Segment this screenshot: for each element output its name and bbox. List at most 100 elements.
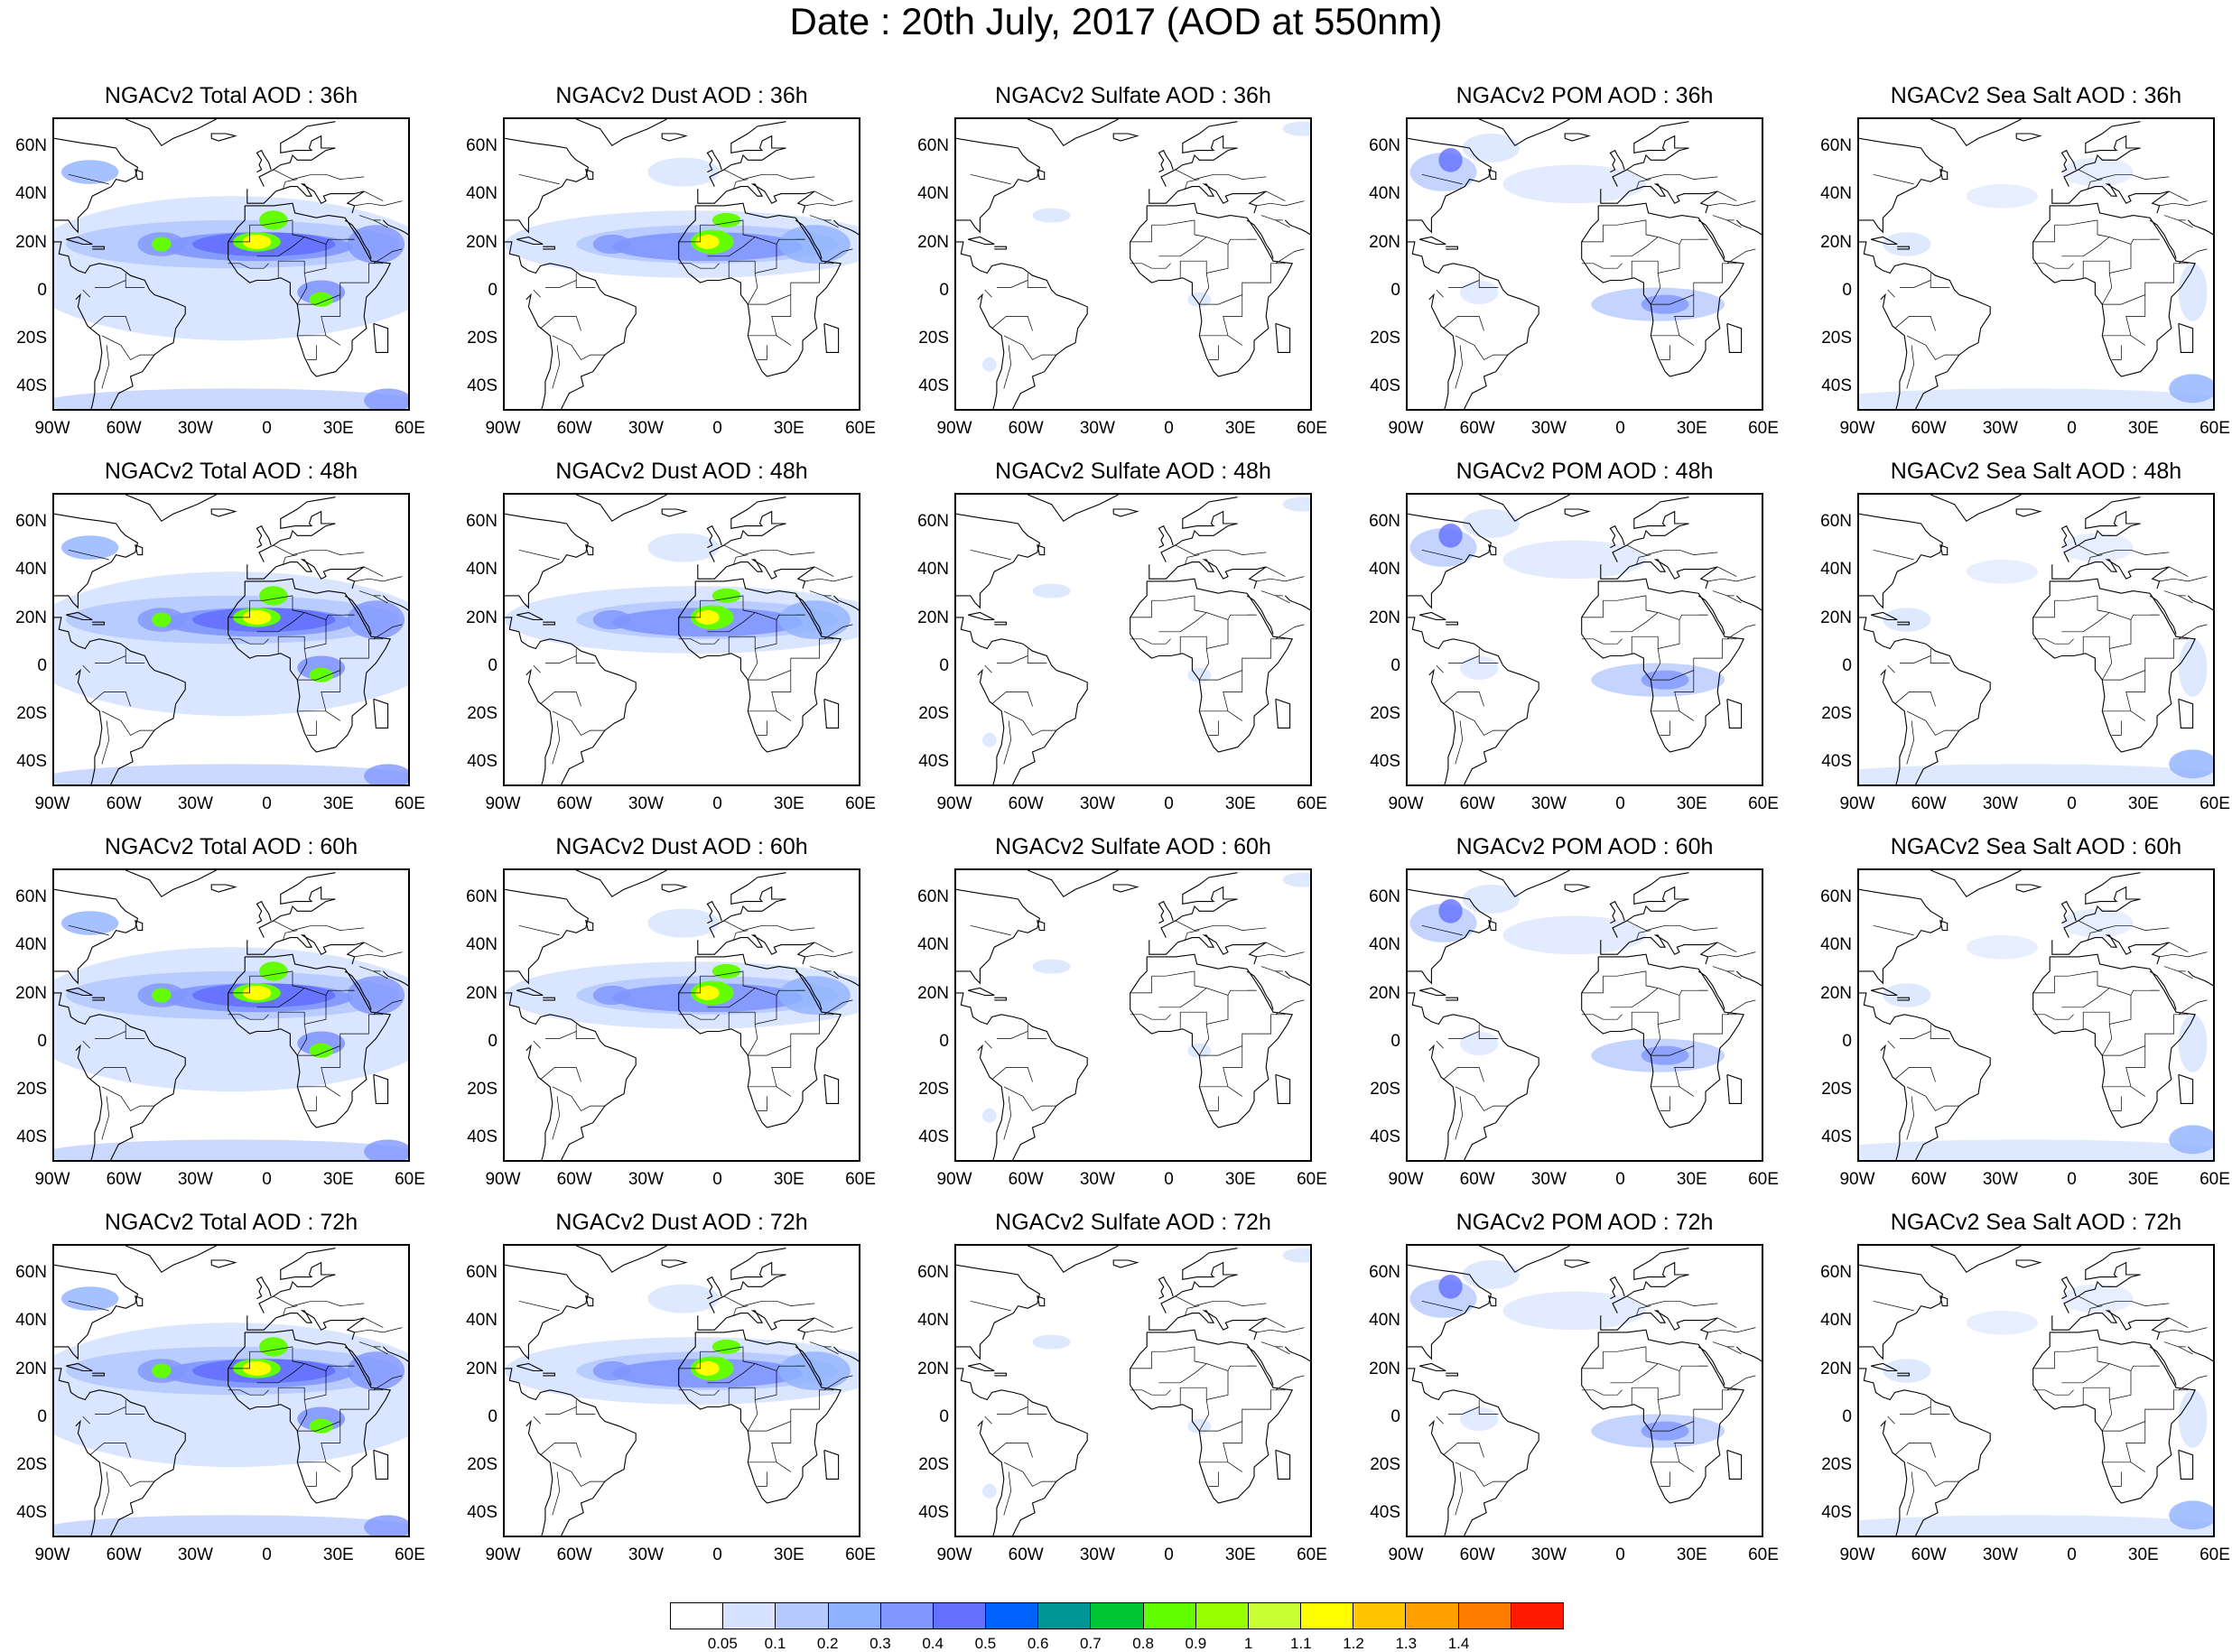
country-border bbox=[2159, 200, 2208, 207]
coastline bbox=[54, 513, 139, 609]
aerosol-region bbox=[347, 225, 405, 264]
aerosol-region bbox=[2178, 1014, 2208, 1072]
aerosol-region bbox=[1502, 540, 1646, 580]
country-border bbox=[552, 720, 561, 765]
lat-tick-label: 40S bbox=[467, 752, 498, 772]
country-border bbox=[984, 289, 992, 298]
aerosol-region bbox=[347, 976, 405, 1015]
aerosol-region bbox=[1462, 1259, 1521, 1289]
coastline bbox=[1160, 872, 1238, 938]
country-border bbox=[804, 576, 853, 582]
coastline bbox=[1897, 246, 1910, 250]
country-border bbox=[533, 1415, 541, 1425]
lat-tick-label: 20S bbox=[467, 1080, 498, 1100]
aerosol-region bbox=[1502, 164, 1646, 204]
coastline bbox=[585, 169, 594, 181]
lon-tick-label: 60E bbox=[395, 1545, 425, 1564]
lon-tick-label: 30E bbox=[773, 419, 804, 438]
coastline bbox=[1284, 219, 1310, 236]
country-border bbox=[1185, 179, 1200, 190]
country-border bbox=[68, 924, 109, 936]
coastline bbox=[575, 870, 667, 898]
country-border bbox=[2054, 595, 2098, 601]
lon-tick-label: 90W bbox=[1839, 419, 1875, 438]
lon-tick-label: 90W bbox=[34, 1545, 70, 1564]
colorbar-box bbox=[933, 1603, 987, 1629]
country-border bbox=[552, 1096, 561, 1140]
lon-tick-label: 60W bbox=[1008, 1170, 1044, 1189]
aerosol-region bbox=[1859, 1139, 2213, 1160]
country-border bbox=[1206, 995, 1229, 1025]
country-border bbox=[1712, 590, 1734, 597]
country-border bbox=[2125, 294, 2146, 346]
coastline bbox=[1160, 1248, 1238, 1313]
country-border bbox=[728, 636, 756, 654]
country-border bbox=[1151, 219, 1195, 226]
map-canvas bbox=[505, 870, 859, 1160]
country-border bbox=[771, 1045, 792, 1097]
country-border bbox=[101, 1096, 110, 1140]
coastline bbox=[1859, 513, 1944, 609]
country-border bbox=[1455, 1471, 1464, 1516]
panel-title: NGACv2 Sulfate AOD : 72h bbox=[995, 1210, 1271, 1235]
country-border bbox=[1208, 1096, 1219, 1111]
coastline bbox=[125, 495, 217, 523]
coastline bbox=[54, 992, 186, 1160]
map-canvas bbox=[54, 119, 408, 409]
country-border bbox=[89, 316, 131, 331]
aerosol-region bbox=[1462, 508, 1521, 538]
country-border bbox=[678, 263, 720, 269]
aerosol-region bbox=[2178, 638, 2208, 697]
coastline bbox=[795, 1346, 823, 1386]
country-border bbox=[1726, 219, 1742, 228]
coastline bbox=[678, 202, 842, 377]
coastline bbox=[344, 219, 372, 259]
coastline bbox=[1419, 1362, 1446, 1372]
coastline bbox=[1158, 149, 1174, 173]
country-border bbox=[1899, 1031, 1931, 1039]
country-border bbox=[747, 648, 801, 681]
country-border bbox=[552, 1471, 561, 1516]
coastline bbox=[977, 292, 1005, 409]
country-border bbox=[1175, 920, 1228, 931]
coastline bbox=[1612, 121, 1689, 187]
coastline bbox=[382, 219, 408, 236]
map-canvas bbox=[505, 495, 859, 784]
map-panel-sulfate bbox=[954, 868, 1312, 1162]
country-border bbox=[2109, 244, 2132, 274]
coastline bbox=[1130, 953, 1294, 1128]
country-border bbox=[1447, 280, 1480, 288]
coastline bbox=[516, 1362, 544, 1372]
map-canvas bbox=[1859, 495, 2213, 784]
coastline bbox=[1160, 121, 1238, 187]
country-border bbox=[707, 1363, 756, 1384]
coastline bbox=[1419, 987, 1446, 997]
coastline bbox=[1428, 292, 1456, 409]
country-border bbox=[249, 1346, 293, 1352]
aerosol-region bbox=[309, 1043, 333, 1058]
country-border bbox=[2032, 1014, 2074, 1020]
coastline bbox=[135, 544, 144, 556]
country-border bbox=[552, 1462, 605, 1487]
country-border bbox=[2097, 595, 2110, 613]
panel-title: NGACv2 Total AOD : 48h bbox=[104, 459, 358, 484]
country-border bbox=[68, 549, 109, 561]
colorbar-box bbox=[1353, 1603, 1407, 1629]
aerosol-region bbox=[982, 1483, 997, 1499]
country-border bbox=[1645, 1346, 1659, 1364]
lat-tick-label: 40N bbox=[917, 935, 949, 955]
aerosol-region bbox=[1282, 121, 1310, 136]
lon-tick-label: 60E bbox=[1748, 419, 1779, 438]
lat-tick-label: 0 bbox=[1842, 655, 1852, 675]
coastline bbox=[575, 1246, 667, 1274]
lat-tick-label: 60N bbox=[1369, 886, 1400, 906]
aerosol-region bbox=[1966, 183, 2038, 209]
country-border bbox=[1455, 335, 1508, 360]
coastline bbox=[1939, 544, 1948, 556]
lon-tick-label: 90W bbox=[485, 794, 521, 813]
country-border bbox=[2101, 273, 2155, 305]
aerosol-region bbox=[259, 210, 288, 230]
aerosol-region bbox=[1438, 898, 1463, 923]
coastline bbox=[1600, 559, 1718, 589]
lon-tick-label: 30W bbox=[1079, 1545, 1115, 1564]
